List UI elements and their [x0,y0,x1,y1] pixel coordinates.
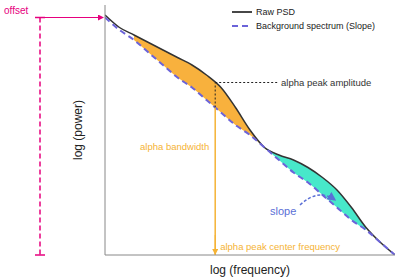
svg-text:alpha peak amplitude: alpha peak amplitude [281,77,371,88]
svg-text:Raw PSD: Raw PSD [256,7,296,17]
svg-text:offset: offset [8,5,28,16]
svg-text:log (power): log (power) [71,100,85,160]
svg-text:Background spectrum (Slope): Background spectrum (Slope) [256,21,375,31]
svg-text:alpha bandwidth: alpha bandwidth [140,141,209,152]
svg-text:alpha peak center frequency: alpha peak center frequency [220,241,340,252]
svg-text:slope: slope [270,205,296,217]
svg-text:log (frequency): log (frequency) [210,263,290,277]
